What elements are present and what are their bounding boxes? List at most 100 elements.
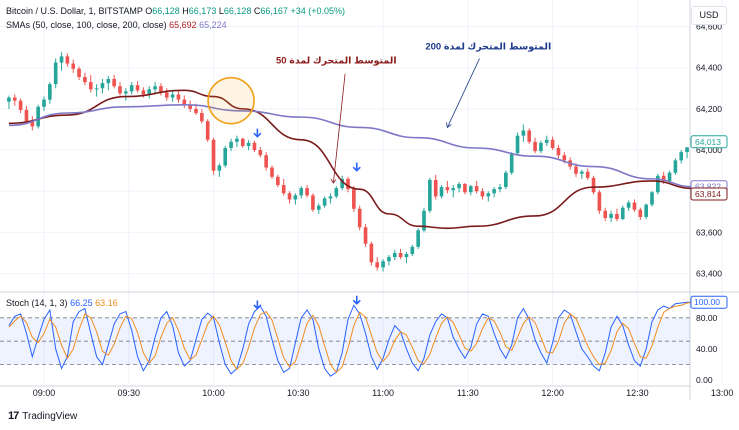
sma-lines: [8, 89, 693, 230]
stoch-d-value: 63.16: [95, 298, 118, 308]
annotation-layer: المتوسط المتحرك لمدة 50 المتوسط المتحرك ل…: [207, 42, 551, 310]
stoch-legend[interactable]: Stoch (14, 1, 3) 66.25 63.16: [6, 298, 118, 308]
stoch-k-value: 66.25: [70, 298, 93, 308]
candle-body: [650, 192, 654, 205]
time-tick-label: 12:00: [541, 388, 564, 398]
candle-body: [299, 188, 304, 196]
price-tick-label: 63,600: [696, 227, 722, 237]
sma-label: SMAs (50, close, 100, close, 200, close): [6, 20, 167, 30]
candle-body: [340, 178, 344, 189]
candle-body: [463, 184, 467, 193]
candle-body: [416, 230, 420, 247]
candle-body: [422, 210, 426, 231]
candle-body: [170, 94, 175, 98]
candle-body: [597, 192, 602, 211]
candle-body: [334, 188, 339, 197]
candle-body: [12, 97, 17, 101]
stoch-lines: [8, 301, 693, 377]
candle-body: [112, 79, 116, 87]
stoch-tick-label: 80.00: [696, 313, 718, 323]
candle-body: [387, 257, 391, 262]
candle-body: [527, 130, 532, 142]
price-change: +34 (+0.05%): [290, 6, 345, 16]
price-tag-box: [690, 135, 728, 149]
candle-body: [129, 85, 134, 92]
candle-body: [404, 254, 409, 258]
candle-body: [474, 186, 479, 192]
ohlc-c-label: C: [253, 6, 261, 16]
candle-body: [620, 207, 625, 220]
candle-body: [626, 202, 631, 208]
price-tag-box: [690, 187, 728, 201]
candle-body: [42, 99, 46, 107]
candle-body: [539, 142, 543, 152]
signal-arrow-down-icon: [352, 162, 361, 172]
candle-body: [322, 198, 327, 206]
candle-body: [106, 79, 111, 84]
candle-body: [217, 165, 222, 171]
time-tick-label: 11:30: [457, 388, 479, 398]
candle-body: [451, 188, 456, 191]
candle-body: [398, 253, 403, 258]
currency-button[interactable]: USD: [691, 6, 727, 25]
candle-body: [381, 261, 385, 268]
signal-arrow-down-icon: [253, 128, 262, 138]
candle-body: [433, 179, 438, 197]
candle-body: [71, 63, 76, 69]
tradingview-footer[interactable]: 17 TradingView: [8, 410, 77, 422]
candle-body: [615, 213, 619, 220]
tradingview-logo-icon: 17: [8, 410, 19, 422]
candle-body: [480, 191, 485, 197]
candle-body: [240, 138, 245, 146]
candle-body: [36, 106, 40, 127]
candle-body: [141, 90, 146, 95]
time-tick-label: 12:30: [626, 388, 649, 398]
candle-body: [287, 193, 292, 200]
candle-body: [7, 97, 11, 102]
sma50-line: [8, 89, 693, 230]
sma200-value: 65,224: [199, 20, 227, 30]
candle-body: [305, 188, 309, 196]
ma200-annotation-label: المتوسط المتحرك لمدة 200: [425, 42, 551, 53]
candle-body: [468, 186, 473, 193]
candle-body: [94, 88, 99, 90]
candle-body: [176, 94, 181, 100]
candle-body: [363, 227, 368, 244]
price-tick-label: 64,600: [696, 22, 722, 32]
candle-body: [258, 150, 263, 156]
ohlc-close: 66,167: [260, 6, 288, 16]
candle-body: [246, 142, 251, 146]
candle-body: [439, 187, 444, 197]
stoch-label: Stoch (14, 1, 3): [6, 298, 68, 308]
candle-body: [88, 82, 93, 90]
candle-body: [293, 195, 298, 200]
candle-body: [574, 166, 578, 174]
candle-body: [147, 89, 152, 95]
candle-body: [124, 91, 128, 94]
candle-body: [498, 187, 502, 190]
price-tag-label: 64,013: [695, 137, 721, 147]
sma200-line: [8, 103, 693, 188]
candle-body: [562, 155, 567, 161]
candle-body: [632, 202, 637, 210]
candle-body: [357, 208, 362, 228]
candle-body: [276, 176, 280, 186]
ma50-annotation-pointer: [332, 73, 346, 184]
sma-legend[interactable]: SMAs (50, close, 100, close, 200, close)…: [6, 20, 227, 30]
candle-body: [118, 86, 122, 94]
candle-body: [644, 204, 648, 217]
candle-body: [445, 187, 450, 191]
candle-body: [656, 175, 660, 193]
candle-body: [369, 243, 374, 263]
candle-body: [311, 195, 315, 210]
candle-body: [544, 139, 549, 143]
candle-body: [18, 100, 23, 110]
candle-body: [673, 160, 678, 173]
ma50-pointer-head-icon: [330, 178, 337, 184]
candle-body: [281, 185, 286, 194]
candle-body: [679, 152, 684, 161]
candle-body: [392, 253, 397, 258]
crossover-highlight-circle: [207, 76, 255, 125]
candle-body: [59, 56, 64, 63]
candle-body: [492, 189, 496, 194]
